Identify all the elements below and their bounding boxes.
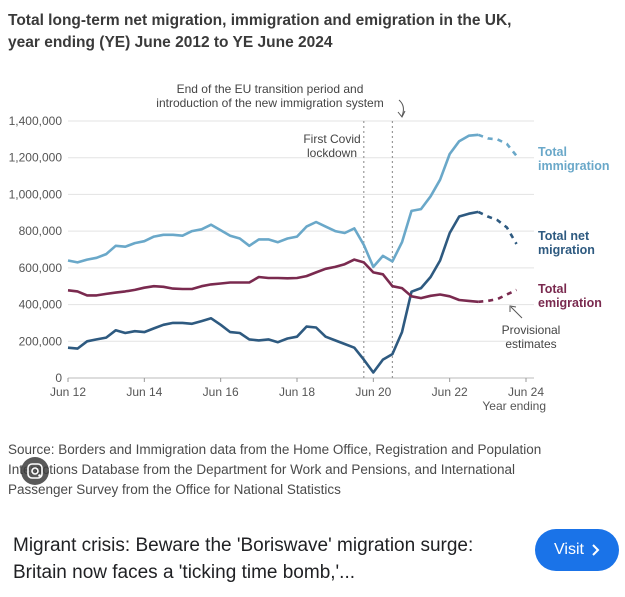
x-tick-label: Jun 14	[126, 385, 162, 399]
x-tick-label: Jun 18	[279, 385, 315, 399]
provisional-line	[478, 288, 518, 304]
provisional-arrow-head	[509, 305, 517, 312]
provisional-annotation: Provisional estimates	[502, 323, 561, 351]
x-tick-label: Jun 20	[355, 385, 391, 399]
y-tick-label: 600,000	[19, 261, 63, 275]
source-line: Passenger Survey from the Office for Nat…	[8, 482, 341, 497]
y-tick-label: 1,000,000	[9, 187, 63, 201]
visit-label: Visit	[554, 541, 584, 558]
y-tick-label: 800,000	[19, 224, 63, 238]
x-axis-label: Year ending	[482, 399, 546, 413]
covid-annotation: First Covid lockdown	[303, 132, 360, 160]
article-title[interactable]: Migrant crisis: Beware the 'Boriswave' m…	[13, 535, 474, 583]
y-tick-label: 0	[55, 371, 62, 385]
source-line: Interactions Database from the Departmen…	[8, 462, 516, 477]
eu-transition-annotation: End of the EU transition period and intro…	[156, 82, 383, 110]
series-line	[67, 133, 479, 269]
y-tick-label: 400,000	[19, 298, 63, 312]
x-tick-label: Jun 24	[508, 385, 544, 399]
x-tick-label: Jun 12	[50, 385, 86, 399]
provisional-line	[477, 210, 518, 245]
result-bar: Migrant crisis: Beware the 'Boriswave' m…	[0, 508, 625, 597]
line-chart: 0 200,000 400,000 600,000 800,000 1,000,000 1,…	[9, 82, 610, 413]
label-net-migration: Total net migration	[538, 229, 595, 257]
x-tick-label: Jun 22	[432, 385, 468, 399]
y-tick-label: 200,000	[19, 334, 63, 348]
source-note: Source: Borders and Immigration data fro…	[8, 440, 608, 500]
y-tick-label: 1,200,000	[9, 151, 63, 165]
label-emigration: Total emigration	[538, 282, 602, 310]
chart-card: Total long-term net migration, immigrati…	[8, 12, 610, 500]
chart-title: Total long-term net migration, immigrati…	[8, 12, 512, 29]
provisional-line	[477, 133, 518, 157]
source-line: Source: Borders and Immigration data fro…	[8, 442, 542, 457]
y-tick-label: 1,400,000	[9, 114, 63, 128]
x-tick-label: Jun 16	[203, 385, 239, 399]
series-line	[67, 258, 479, 304]
provisional-arrow	[510, 306, 523, 319]
eu-arrow	[398, 99, 404, 117]
lens-icon[interactable]	[21, 457, 49, 485]
series-line	[67, 210, 479, 374]
chart-subtitle: year ending (YE) June 2012 to YE June 20…	[8, 34, 333, 51]
chevron-right-icon	[592, 544, 600, 556]
visit-button[interactable]: Visit	[535, 529, 619, 571]
label-immigration: Total immigration	[538, 145, 610, 173]
eu-arrow-head	[397, 110, 406, 118]
